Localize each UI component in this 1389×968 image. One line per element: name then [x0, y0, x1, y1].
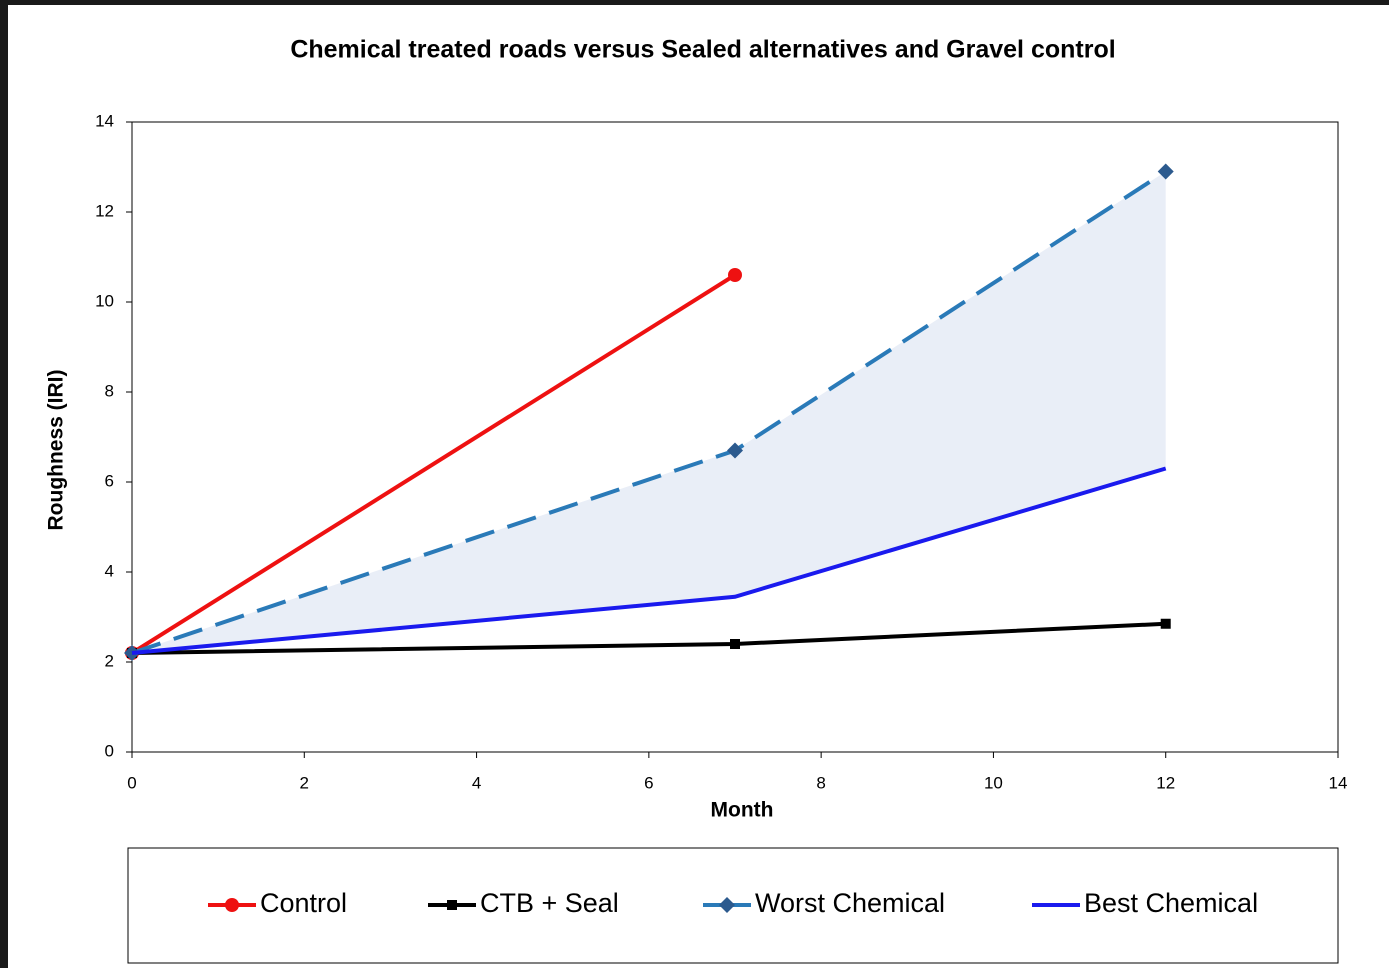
legend-label: Control: [260, 888, 347, 918]
legend-marker: [225, 898, 239, 912]
legend-label: Best Chemical: [1084, 888, 1258, 918]
x-tick-label: 10: [984, 773, 1003, 792]
series-line: [130, 273, 737, 655]
y-axis-label: Roughness (IRI): [45, 370, 68, 531]
y-tick-label: 12: [95, 201, 114, 220]
y-tick-label: 8: [105, 381, 114, 400]
marker: [728, 268, 742, 282]
x-tick-label: 8: [816, 773, 825, 792]
y-tick-label: 2: [105, 651, 114, 670]
y-tick-label: 4: [105, 561, 114, 580]
y-tick-label: 6: [105, 471, 114, 490]
legend-label: Worst Chemical: [755, 888, 945, 918]
x-tick-label: 4: [472, 773, 481, 792]
legend-marker: [719, 897, 735, 913]
series-line: [131, 466, 1167, 655]
marker: [1157, 163, 1174, 180]
x-tick-label: 14: [1329, 773, 1348, 792]
y-tick-label: 14: [95, 111, 114, 130]
chart-title: Chemical treated roads versus Sealed alt…: [290, 36, 1115, 64]
legend-label: CTB + Seal: [480, 888, 619, 918]
x-tick-label: 6: [644, 773, 653, 792]
x-tick-label: 12: [1156, 773, 1175, 792]
marker: [730, 639, 740, 649]
x-axis-label: Month: [711, 799, 774, 822]
legend-box: [127, 847, 1339, 964]
plot-frame: [131, 121, 1339, 753]
range-fill: [132, 171, 1166, 653]
marker: [1160, 618, 1171, 629]
y-tick-label: 0: [105, 741, 114, 760]
y-tick-label: 10: [95, 291, 114, 310]
x-tick-label: 0: [127, 773, 136, 792]
x-tick-label: 2: [300, 773, 309, 792]
marker: [727, 442, 743, 459]
legend-marker: [447, 900, 457, 910]
